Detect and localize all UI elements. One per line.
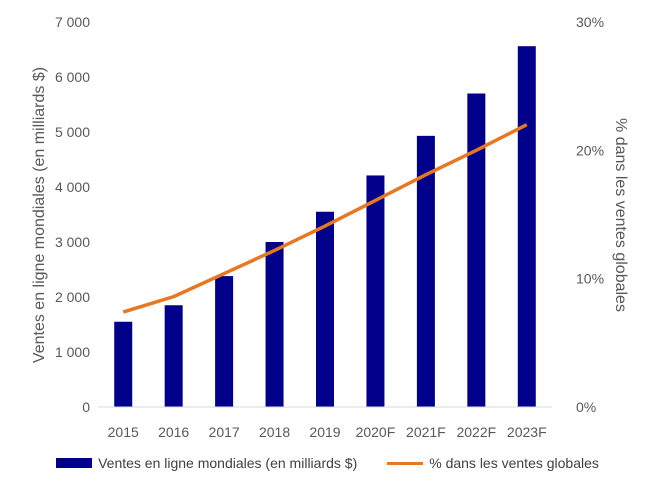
legend-swatch-bar xyxy=(56,458,93,468)
x-axis-ticks: 2015 2016 2017 2018 2019 2020F 2021F 2022F 2023F xyxy=(108,424,547,440)
bar xyxy=(316,211,334,407)
y-axis-title: Ventes en ligne mondiales (en milliards … xyxy=(31,67,48,363)
y2-tick-label: 20% xyxy=(576,142,604,158)
bar xyxy=(164,305,183,407)
y-tick-label: 2 000 xyxy=(55,289,90,305)
legend: Ventes en ligne mondiales (en milliards … xyxy=(0,455,655,471)
bar xyxy=(416,135,435,407)
bar xyxy=(366,175,385,407)
x-tick-label: 2016 xyxy=(158,424,189,440)
x-tick-label: 2019 xyxy=(309,424,340,440)
x-tick-label: 2015 xyxy=(108,424,139,440)
y2-tick-label: 30% xyxy=(576,14,604,30)
left-axis-ticks: 0 1 000 2 000 3 000 4 000 5 000 6 000 7 000 xyxy=(55,14,90,415)
percent-line xyxy=(122,123,528,314)
legend-item-line: % dans les ventes globales xyxy=(387,455,599,471)
legend-label-line: % dans les ventes globales xyxy=(429,455,599,471)
bar xyxy=(114,321,133,407)
x-tick-label: 2021F xyxy=(406,424,446,440)
y-tick-label: 5 000 xyxy=(55,124,90,140)
bar xyxy=(467,93,486,407)
y2-axis-title: % dans les ventes globales xyxy=(612,118,629,312)
y-tick-label: 0 xyxy=(82,399,90,415)
bar xyxy=(517,46,536,407)
y-tick-label: 3 000 xyxy=(55,234,90,250)
y2-tick-label: 0% xyxy=(576,399,596,415)
bar xyxy=(265,242,284,407)
x-tick-label: 2018 xyxy=(259,424,290,440)
y2-tick-label: 10% xyxy=(576,271,604,287)
y-tick-label: 4 000 xyxy=(55,179,90,195)
y-tick-label: 6 000 xyxy=(55,69,90,85)
legend-label-bars: Ventes en ligne mondiales (en milliards … xyxy=(98,455,358,471)
bar-series xyxy=(114,46,536,407)
bar xyxy=(215,276,234,407)
y-tick-label: 1 000 xyxy=(55,344,90,360)
legend-item-bars: Ventes en ligne mondiales (en milliards … xyxy=(56,455,357,471)
x-tick-label: 2023F xyxy=(507,424,547,440)
x-tick-label: 2020F xyxy=(356,424,396,440)
right-axis-ticks: 0% 10% 20% 30% xyxy=(576,14,604,415)
legend-swatch-line xyxy=(387,461,424,465)
y-tick-label: 7 000 xyxy=(55,14,90,30)
x-tick-label: 2017 xyxy=(209,424,240,440)
x-tick-label: 2022F xyxy=(456,424,496,440)
